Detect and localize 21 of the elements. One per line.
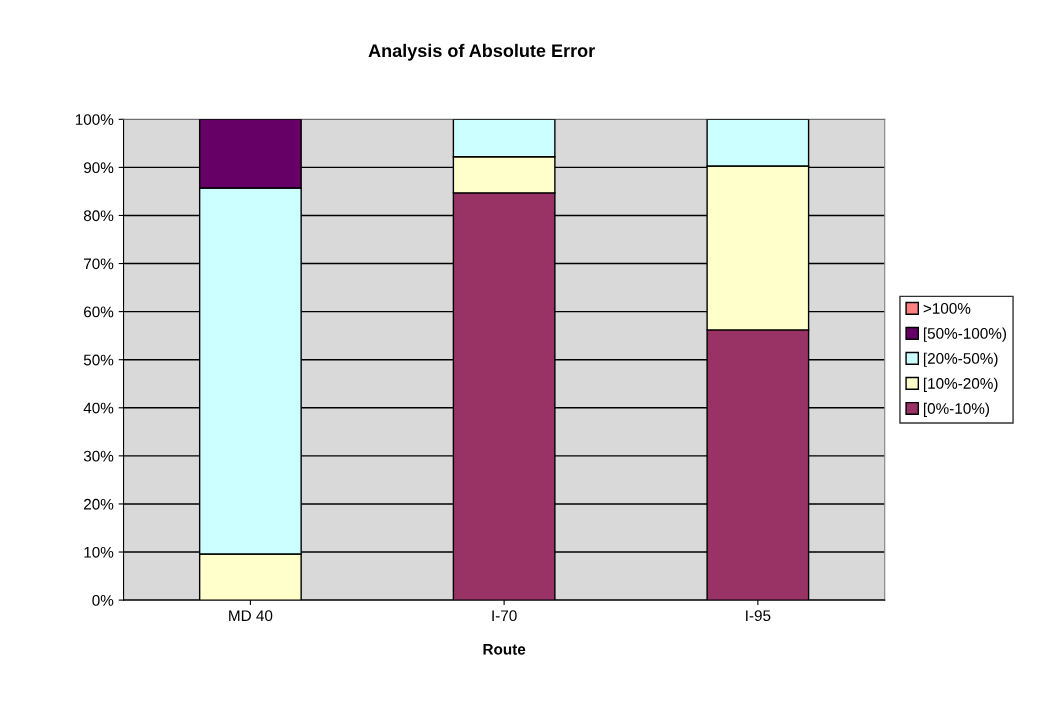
x-axis-title: Route (483, 644, 526, 655)
x-tick-label: MD 40 (229, 610, 273, 622)
y-tick-label: 0% (92, 594, 114, 606)
legend-label: [50%-100%) (923, 327, 1007, 342)
legend-label: [20%-50%) (923, 352, 998, 367)
y-tick-label: 50% (83, 354, 114, 366)
y-tick-label: 60% (84, 306, 114, 318)
legend-label: >100% (923, 303, 971, 314)
y-tick-label: 80% (83, 210, 114, 222)
y-tick-label: 20% (84, 498, 114, 510)
legend-label: [0%-10%) (923, 402, 990, 417)
chart-title: Analysis of Absolute Error (368, 43, 595, 61)
y-tick-label: 30% (83, 450, 114, 462)
y-tick-label: 90% (83, 162, 114, 174)
x-tick-label: I-95 (746, 610, 771, 622)
y-tick-label: 10% (84, 546, 114, 558)
legend-label: [10%-20%) (923, 377, 998, 392)
y-tick-label: 40% (83, 402, 114, 414)
y-tick-label: 100% (75, 114, 114, 125)
y-tick-label: 70% (84, 258, 114, 270)
x-tick-label: I-70 (492, 610, 517, 622)
